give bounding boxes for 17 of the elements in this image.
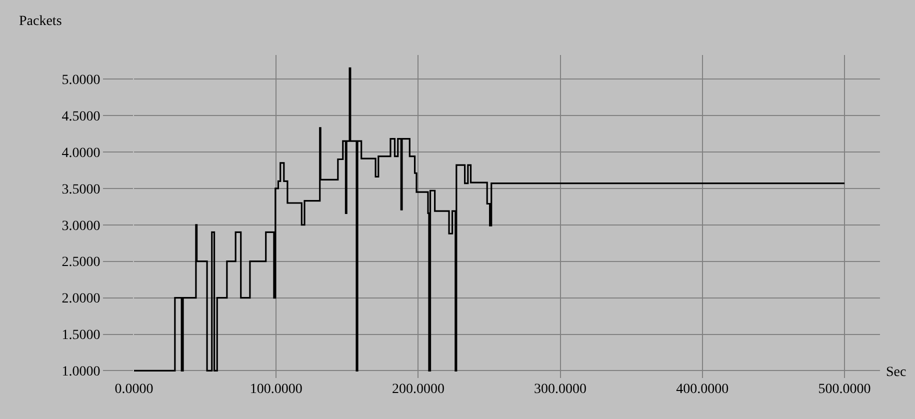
y-tick-label: 4.0000 [62, 146, 100, 161]
y-tick-label: 1.0000 [62, 364, 100, 380]
y-tick-label: 2.5000 [62, 255, 100, 270]
y-tick-label: 1.5000 [62, 328, 100, 344]
x-tick-label: 100.0000 [250, 382, 302, 397]
y-axis-title: Packets [19, 14, 62, 29]
y-tick-label: 4.5000 [62, 109, 100, 124]
x-tick-label: 200.0000 [392, 382, 444, 397]
x-tick-label: 400.0000 [676, 382, 729, 397]
y-tick-label: 2.0000 [62, 292, 100, 307]
x-axis-title: Sec [886, 365, 906, 380]
y-tick-label: 3.5000 [62, 182, 100, 198]
y-tick-label: 5.0000 [62, 72, 100, 88]
x-tick-label: 500.0000 [818, 382, 871, 397]
x-tick-label: 0.0000 [114, 382, 154, 397]
x-tick-label: 300.0000 [534, 382, 587, 397]
y-tick-label: 3.0000 [62, 218, 100, 234]
